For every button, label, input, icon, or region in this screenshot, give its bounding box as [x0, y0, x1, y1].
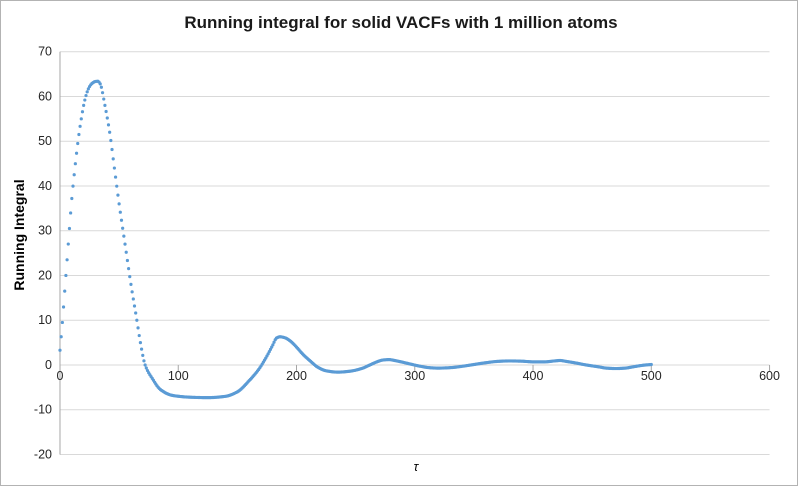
- svg-text:0: 0: [57, 369, 64, 383]
- svg-text:200: 200: [286, 369, 307, 383]
- svg-text:60: 60: [38, 89, 52, 103]
- svg-text:500: 500: [641, 369, 662, 383]
- svg-text:70: 70: [38, 45, 52, 59]
- svg-text:100: 100: [168, 369, 189, 383]
- svg-text:600: 600: [759, 369, 780, 383]
- svg-text:400: 400: [523, 369, 544, 383]
- svg-text:30: 30: [38, 224, 52, 238]
- svg-text:20: 20: [38, 268, 52, 282]
- svg-text:-10: -10: [34, 403, 52, 417]
- svg-text:40: 40: [38, 179, 52, 193]
- svg-text:300: 300: [404, 369, 425, 383]
- svg-text:10: 10: [38, 313, 52, 327]
- svg-text:50: 50: [38, 134, 52, 148]
- svg-text:0: 0: [45, 358, 52, 372]
- svg-text:-20: -20: [34, 447, 52, 461]
